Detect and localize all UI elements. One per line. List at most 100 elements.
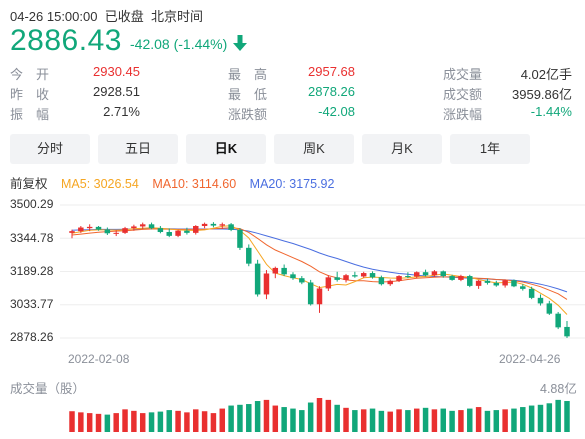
kline-chart[interactable] — [0, 195, 585, 439]
volume-bar — [564, 401, 570, 432]
ma20-legend: MA20: 3175.92 — [249, 177, 335, 191]
volume-bar — [104, 414, 111, 432]
candle-body — [378, 277, 385, 285]
y-tick-label: 3344.78 — [10, 231, 54, 245]
adjust-mode-label[interactable]: 前复权 — [10, 177, 48, 191]
stat-value-open: 2930.45 — [93, 64, 140, 79]
ma10-line — [71, 227, 568, 300]
candle-body — [528, 288, 535, 298]
stat-value-volume: 4.02亿手 — [520, 67, 572, 82]
tab-one-year[interactable]: 1年 — [450, 134, 530, 164]
volume-bar — [69, 411, 75, 432]
candle-body — [122, 228, 128, 233]
tab-daily-k[interactable]: 日K — [186, 134, 266, 164]
tab-five-day[interactable]: 五日 — [98, 134, 178, 164]
candle-body — [157, 228, 164, 233]
market-status: 已收盘 — [104, 9, 144, 24]
volume-bar — [166, 410, 172, 432]
volume-bar — [334, 404, 340, 432]
volume-bar — [458, 410, 464, 432]
volume-bar — [307, 402, 314, 432]
volume-bar — [528, 405, 535, 432]
volume-bar — [343, 407, 349, 432]
candle-body — [537, 297, 544, 304]
candle-body — [201, 223, 208, 227]
volume-title: 成交量（股） — [10, 382, 86, 396]
volume-bar — [555, 399, 561, 432]
y-tick-label: 3500.29 — [10, 197, 54, 211]
candle-body — [484, 280, 491, 283]
volume-bar — [237, 404, 243, 432]
stat-value-low: 2878.26 — [308, 84, 355, 99]
candle-body — [78, 227, 84, 232]
volume-bar — [290, 408, 296, 432]
candle-body — [440, 271, 446, 277]
volume-bar — [537, 404, 544, 432]
volume-bar — [316, 398, 323, 432]
stat-value-change-amount: -42.08 — [318, 104, 355, 119]
volume-bar — [502, 409, 508, 432]
volume-max-label: 4.88亿 — [540, 382, 577, 396]
stat-label-change-amount: 涨跌额 — [228, 107, 268, 122]
tab-weekly-k[interactable]: 周K — [274, 134, 354, 164]
quote-datetime: 04-26 15:00:00 — [10, 9, 98, 24]
stat-label-prev-close: 昨 收 — [10, 87, 50, 102]
candle-body — [511, 280, 517, 287]
ma10-legend: MA10: 3114.60 — [152, 177, 237, 191]
stat-label-amplitude: 振 幅 — [10, 107, 50, 122]
volume-bar — [78, 412, 84, 432]
tab-monthly-k[interactable]: 月K — [362, 134, 442, 164]
candle-body — [219, 224, 226, 226]
y-tick-label: 3033.77 — [10, 297, 54, 311]
stat-label-high: 最 高 — [228, 67, 268, 82]
candle-body — [360, 273, 367, 277]
candle-body — [246, 247, 252, 264]
candle-body — [520, 286, 526, 289]
candle-body — [502, 280, 508, 286]
candle-body — [564, 326, 570, 337]
candle-body — [307, 282, 314, 305]
volume-bar — [493, 410, 500, 432]
volume-bar — [201, 411, 208, 432]
stat-value-high: 2957.68 — [308, 64, 355, 79]
volume-bar — [440, 408, 446, 432]
stat-value-prev-close: 2928.51 — [93, 84, 140, 99]
candle-body — [546, 303, 553, 314]
candle-body — [86, 226, 93, 229]
candle-body — [263, 273, 270, 295]
candle-body — [193, 226, 199, 233]
candle-body — [352, 275, 358, 277]
candle-body — [175, 230, 181, 236]
volume-bar — [413, 408, 420, 432]
volume-bar — [193, 409, 199, 432]
volume-bar — [246, 404, 252, 432]
stat-value-amplitude: 2.71% — [103, 104, 140, 119]
candle-body — [113, 232, 119, 234]
candle-body — [431, 271, 438, 276]
volume-bar — [431, 409, 438, 432]
timezone-label: 北京时间 — [150, 9, 203, 24]
candle-body — [139, 224, 146, 227]
candle-body — [369, 273, 376, 278]
candle-body — [299, 278, 305, 283]
y-tick-label: 2878.26 — [10, 330, 54, 344]
candle-body — [148, 224, 155, 229]
volume-bar — [299, 410, 305, 432]
stat-label-change-percent: 涨跌幅 — [443, 107, 483, 122]
x-tick-label: 2022-02-08 — [68, 352, 130, 366]
volume-bar — [511, 408, 517, 432]
tab-intraday[interactable]: 分时 — [10, 134, 90, 164]
volume-bar — [157, 411, 164, 432]
stat-label-open: 今 开 — [10, 67, 50, 82]
candle-body — [555, 313, 561, 328]
candle-body — [422, 272, 429, 276]
candle-body — [254, 263, 261, 295]
volume-bar — [520, 407, 526, 432]
volume-bar — [352, 410, 358, 432]
down-arrow-icon — [233, 35, 247, 51]
volume-bar — [139, 413, 146, 432]
volume-bar — [396, 409, 402, 432]
stat-label-low: 最 低 — [228, 87, 268, 102]
volume-bar — [122, 409, 128, 432]
candle-body — [272, 267, 279, 274]
